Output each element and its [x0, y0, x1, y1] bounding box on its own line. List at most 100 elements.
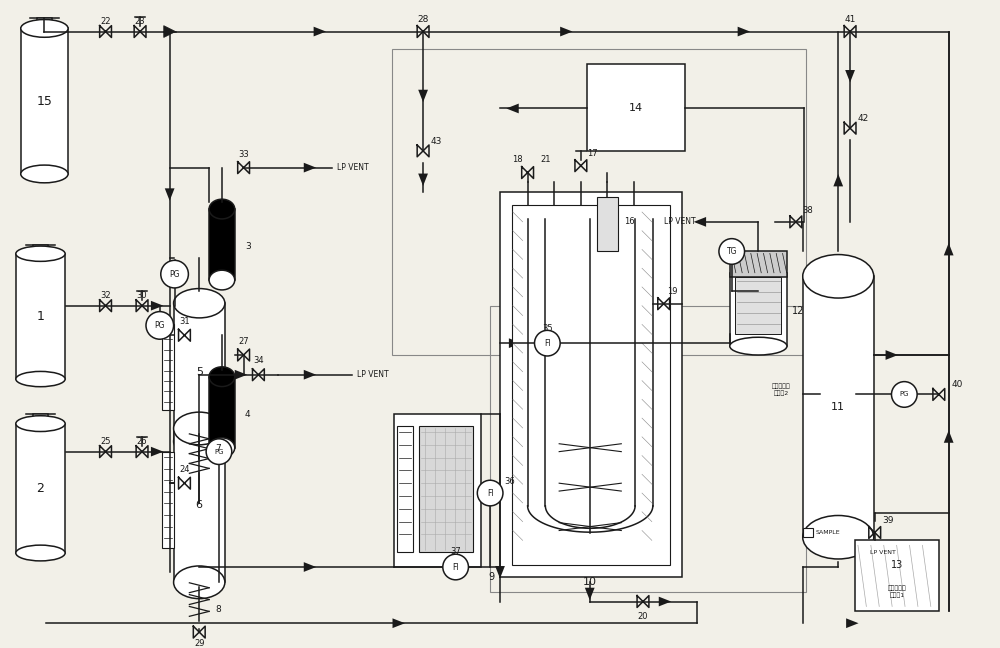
Circle shape: [443, 554, 468, 580]
Text: 29: 29: [194, 639, 204, 648]
Ellipse shape: [209, 199, 235, 219]
Text: FI: FI: [544, 339, 551, 348]
Text: 24: 24: [179, 465, 190, 474]
Text: 16: 16: [624, 217, 635, 226]
Bar: [500, 192, 682, 577]
Text: 22: 22: [100, 17, 111, 26]
Bar: [512, 205, 670, 565]
Ellipse shape: [16, 246, 65, 261]
Polygon shape: [495, 566, 505, 579]
Text: 33: 33: [238, 150, 249, 159]
Text: 12: 12: [792, 306, 804, 316]
Polygon shape: [393, 618, 405, 628]
Bar: [37, 17, 52, 29]
Text: 42: 42: [857, 114, 869, 123]
Ellipse shape: [209, 367, 235, 387]
Text: 18: 18: [512, 156, 523, 164]
Polygon shape: [235, 370, 247, 380]
Text: PG: PG: [155, 321, 165, 330]
Bar: [162, 324, 174, 410]
Bar: [397, 426, 413, 552]
Text: 35: 35: [542, 324, 553, 333]
Text: 40: 40: [952, 380, 963, 389]
Text: 28: 28: [417, 15, 429, 24]
Bar: [162, 452, 174, 548]
Text: 11: 11: [831, 402, 845, 411]
Text: PG: PG: [214, 448, 224, 455]
Bar: [803, 527, 813, 537]
Ellipse shape: [174, 412, 225, 445]
Polygon shape: [846, 618, 859, 628]
Ellipse shape: [730, 337, 787, 355]
Text: 43: 43: [430, 137, 442, 146]
Bar: [174, 303, 225, 441]
Text: 31: 31: [179, 317, 190, 326]
Bar: [174, 428, 225, 583]
Text: 27: 27: [238, 337, 249, 345]
Bar: [209, 209, 235, 280]
Bar: [209, 376, 235, 448]
Ellipse shape: [174, 566, 225, 599]
Ellipse shape: [21, 165, 68, 183]
Ellipse shape: [16, 416, 65, 432]
Polygon shape: [165, 189, 175, 201]
Text: 9: 9: [488, 572, 494, 582]
Polygon shape: [165, 376, 175, 388]
Polygon shape: [944, 243, 954, 255]
Text: LP VENT: LP VENT: [337, 163, 369, 172]
Text: 4: 4: [245, 410, 251, 419]
Circle shape: [719, 238, 745, 264]
Text: 8: 8: [215, 605, 221, 614]
Bar: [419, 426, 473, 552]
Circle shape: [477, 480, 503, 506]
Text: 7: 7: [215, 444, 221, 453]
Bar: [394, 414, 481, 567]
Ellipse shape: [174, 426, 225, 456]
Text: 38: 38: [802, 205, 813, 214]
Text: 37: 37: [450, 547, 461, 556]
Bar: [21, 29, 68, 174]
Polygon shape: [304, 163, 316, 172]
Polygon shape: [304, 370, 316, 380]
Polygon shape: [635, 338, 647, 348]
Bar: [392, 49, 806, 355]
Ellipse shape: [803, 516, 874, 559]
Text: 1: 1: [37, 310, 44, 323]
Ellipse shape: [209, 438, 235, 457]
Text: 25: 25: [100, 437, 111, 446]
Text: 5: 5: [196, 367, 203, 377]
Text: SAMPLE: SAMPLE: [816, 530, 840, 535]
Circle shape: [161, 260, 188, 288]
Text: 20: 20: [638, 612, 648, 621]
Text: PG: PG: [900, 391, 909, 397]
Polygon shape: [304, 562, 316, 572]
Ellipse shape: [21, 19, 68, 38]
Text: 烷基化汽油
取样口2: 烷基化汽油 取样口2: [772, 384, 790, 395]
Text: FI: FI: [487, 489, 493, 498]
Bar: [855, 540, 939, 612]
Polygon shape: [506, 104, 519, 113]
Bar: [33, 414, 48, 424]
Polygon shape: [314, 27, 326, 36]
Polygon shape: [886, 350, 898, 360]
Bar: [803, 276, 874, 537]
Circle shape: [535, 330, 560, 356]
Bar: [597, 197, 618, 251]
Text: 21: 21: [540, 156, 551, 164]
Polygon shape: [833, 174, 843, 187]
Polygon shape: [418, 174, 428, 186]
Polygon shape: [418, 89, 428, 102]
Text: 36: 36: [504, 477, 515, 486]
Text: 2: 2: [37, 482, 44, 495]
Ellipse shape: [16, 545, 65, 561]
Text: 13: 13: [891, 561, 903, 570]
Ellipse shape: [209, 270, 235, 290]
Ellipse shape: [16, 371, 65, 387]
Text: 34: 34: [253, 356, 264, 365]
Circle shape: [206, 439, 232, 465]
Text: 3: 3: [245, 242, 251, 251]
Polygon shape: [560, 27, 573, 36]
Text: LP VENT: LP VENT: [357, 370, 389, 379]
Polygon shape: [694, 217, 706, 227]
Text: 6: 6: [196, 500, 203, 511]
